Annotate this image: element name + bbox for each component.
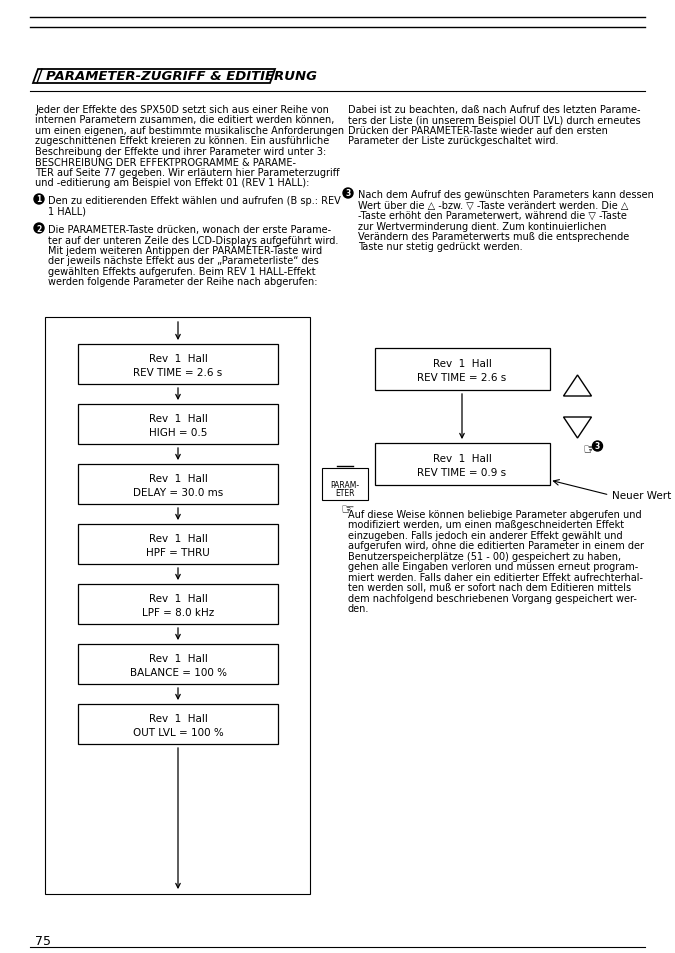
Text: ter auf der unteren Zeile des LCD-Displays aufgeführt wird.: ter auf der unteren Zeile des LCD-Displa…	[48, 235, 338, 245]
Text: REV TIME = 2.6 s: REV TIME = 2.6 s	[134, 368, 223, 377]
Text: Jeder der Effekte des SPX50D setzt sich aus einer Reihe von: Jeder der Effekte des SPX50D setzt sich …	[35, 105, 329, 115]
Text: der jeweils nächste Effekt aus der „Parameterliste“ des: der jeweils nächste Effekt aus der „Para…	[48, 256, 319, 266]
Text: Beschreibung der Effekte und ihrer Parameter wird unter 3:: Beschreibung der Effekte und ihrer Param…	[35, 147, 326, 157]
FancyBboxPatch shape	[78, 464, 278, 504]
Text: Rev  1  Hall: Rev 1 Hall	[148, 654, 207, 663]
Text: Rev  1  Hall: Rev 1 Hall	[148, 474, 207, 483]
Text: Drücken der PARAMETER-Taste wieder auf den ersten: Drücken der PARAMETER-Taste wieder auf d…	[348, 126, 608, 136]
Text: Rev  1  Hall: Rev 1 Hall	[148, 354, 207, 364]
FancyBboxPatch shape	[78, 405, 278, 444]
Text: den.: den.	[348, 604, 369, 614]
Text: ☞: ☞	[583, 441, 596, 456]
Circle shape	[34, 194, 44, 205]
FancyBboxPatch shape	[78, 704, 278, 744]
Text: Rev  1  Hall: Rev 1 Hall	[148, 713, 207, 723]
Text: REV TIME = 2.6 s: REV TIME = 2.6 s	[417, 373, 507, 383]
Text: gehen alle Eingaben verloren und müssen erneut program-: gehen alle Eingaben verloren und müssen …	[348, 562, 639, 572]
FancyBboxPatch shape	[375, 443, 549, 485]
Text: Den zu editierenden Effekt wählen und aufrufen (B sp.: REV: Den zu editierenden Effekt wählen und au…	[48, 195, 341, 206]
Text: Rev  1  Hall: Rev 1 Hall	[148, 414, 207, 423]
Text: Auf diese Weise können beliebige Parameter abgerufen und: Auf diese Weise können beliebige Paramet…	[348, 510, 642, 519]
Text: zur Wertverminderung dient. Zum kontinuierlichen: zur Wertverminderung dient. Zum kontinui…	[358, 221, 607, 232]
Text: -Taste erhöht den Parameterwert, während die ▽ -Taste: -Taste erhöht den Parameterwert, während…	[358, 211, 627, 221]
FancyBboxPatch shape	[78, 524, 278, 564]
Text: Neuer Wert: Neuer Wert	[612, 491, 671, 500]
Text: Parameter der Liste zurückgeschaltet wird.: Parameter der Liste zurückgeschaltet wir…	[348, 136, 558, 147]
Text: dem nachfolgend beschriebenen Vorgang gespeichert wer-: dem nachfolgend beschriebenen Vorgang ge…	[348, 594, 637, 603]
Text: Verändern des Parameterwerts muß die entsprechende: Verändern des Parameterwerts muß die ent…	[358, 232, 629, 242]
Text: 2: 2	[36, 224, 42, 233]
FancyBboxPatch shape	[45, 317, 310, 894]
FancyBboxPatch shape	[78, 345, 278, 385]
Circle shape	[343, 189, 353, 199]
Text: gewählten Effekts aufgerufen. Beim REV 1 HALL-Effekt: gewählten Effekts aufgerufen. Beim REV 1…	[48, 267, 316, 276]
FancyBboxPatch shape	[78, 584, 278, 624]
Text: aufgerufen wird, ohne die editierten Parameter in einem der: aufgerufen wird, ohne die editierten Par…	[348, 541, 644, 551]
Text: Nach dem Aufruf des gewünschten Parameters kann dessen: Nach dem Aufruf des gewünschten Paramete…	[358, 190, 654, 200]
Text: ters der Liste (in unserem Beispiel OUT LVL) durch erneutes: ters der Liste (in unserem Beispiel OUT …	[348, 115, 641, 126]
Text: Rev  1  Hall: Rev 1 Hall	[148, 594, 207, 603]
Text: 3: 3	[346, 190, 350, 198]
Text: BALANCE = 100 %: BALANCE = 100 %	[130, 667, 227, 678]
Text: 3: 3	[595, 442, 600, 451]
Text: 75: 75	[35, 934, 51, 947]
Text: Die PARAMETER-Taste drücken, wonach der erste Parame-: Die PARAMETER-Taste drücken, wonach der …	[48, 225, 331, 234]
Text: und -editierung am Beispiel von Effekt 01 (REV 1 HALL):: und -editierung am Beispiel von Effekt 0…	[35, 178, 309, 189]
Text: Dabei ist zu beachten, daß nach Aufruf des letzten Parame-: Dabei ist zu beachten, daß nach Aufruf d…	[348, 105, 641, 115]
Text: LPF = 8.0 kHz: LPF = 8.0 kHz	[142, 607, 214, 618]
Text: PARAMETER-ZUGRIFF & EDITIERUNG: PARAMETER-ZUGRIFF & EDITIERUNG	[46, 71, 317, 84]
Text: internen Parametern zusammen, die editiert werden können,: internen Parametern zusammen, die editie…	[35, 115, 334, 126]
Circle shape	[34, 224, 44, 233]
Text: 1: 1	[36, 195, 42, 204]
Text: Rev  1  Hall: Rev 1 Hall	[148, 534, 207, 543]
Text: Taste nur stetig gedrückt werden.: Taste nur stetig gedrückt werden.	[358, 242, 522, 253]
FancyBboxPatch shape	[322, 469, 368, 500]
Text: Benutzerspeicherplätze (51 - 00) gespeichert zu haben,: Benutzerspeicherplätze (51 - 00) gespeic…	[348, 552, 621, 561]
Text: zugeschnittenen Effekt kreieren zu können. Ein ausführliche: zugeschnittenen Effekt kreieren zu könne…	[35, 136, 329, 147]
Text: Wert über die △ -bzw. ▽ -Taste verändert werden. Die △: Wert über die △ -bzw. ▽ -Taste verändert…	[358, 200, 628, 211]
Text: Rev  1  Hall: Rev 1 Hall	[433, 454, 491, 463]
Circle shape	[593, 441, 603, 452]
Text: Rev  1  Hall: Rev 1 Hall	[433, 358, 491, 368]
Text: OUT LVL = 100 %: OUT LVL = 100 %	[132, 727, 223, 738]
Text: miert werden. Falls daher ein editierter Effekt aufrechterhal-: miert werden. Falls daher ein editierter…	[348, 573, 643, 582]
FancyBboxPatch shape	[375, 349, 549, 391]
FancyBboxPatch shape	[78, 644, 278, 684]
Text: einzugeben. Falls jedoch ein anderer Effekt gewählt und: einzugeben. Falls jedoch ein anderer Eff…	[348, 531, 622, 540]
Text: HPF = THRU: HPF = THRU	[146, 547, 210, 558]
Text: HIGH = 0.5: HIGH = 0.5	[148, 428, 207, 437]
Text: REV TIME = 0.9 s: REV TIME = 0.9 s	[417, 468, 506, 477]
Text: TER auf Seite 77 gegeben. Wir erläutern hier Parameterzugriff: TER auf Seite 77 gegeben. Wir erläutern …	[35, 168, 340, 178]
Text: ETER: ETER	[335, 489, 355, 497]
Text: ☞: ☞	[340, 501, 354, 517]
Text: BESCHREIBUNG DER EFFEKTPROGRAMME & PARAME-: BESCHREIBUNG DER EFFEKTPROGRAMME & PARAM…	[35, 157, 296, 168]
Text: PARAM-: PARAM-	[331, 480, 360, 490]
Text: um einen eigenen, auf bestimmte musikalische Anforderungen: um einen eigenen, auf bestimmte musikali…	[35, 126, 344, 136]
Text: werden folgende Parameter der Reihe nach abgerufen:: werden folgende Parameter der Reihe nach…	[48, 277, 317, 287]
Text: ten werden soll, muß er sofort nach dem Editieren mittels: ten werden soll, muß er sofort nach dem …	[348, 583, 631, 593]
Text: Mit jedem weiteren Antippen der PARAMETER-Taste wird: Mit jedem weiteren Antippen der PARAMETE…	[48, 246, 322, 255]
Text: modifiziert werden, um einen maßgeschneiderten Effekt: modifiziert werden, um einen maßgeschnei…	[348, 520, 624, 530]
Text: DELAY = 30.0 ms: DELAY = 30.0 ms	[133, 488, 223, 497]
Text: 1 HALL): 1 HALL)	[48, 206, 86, 216]
